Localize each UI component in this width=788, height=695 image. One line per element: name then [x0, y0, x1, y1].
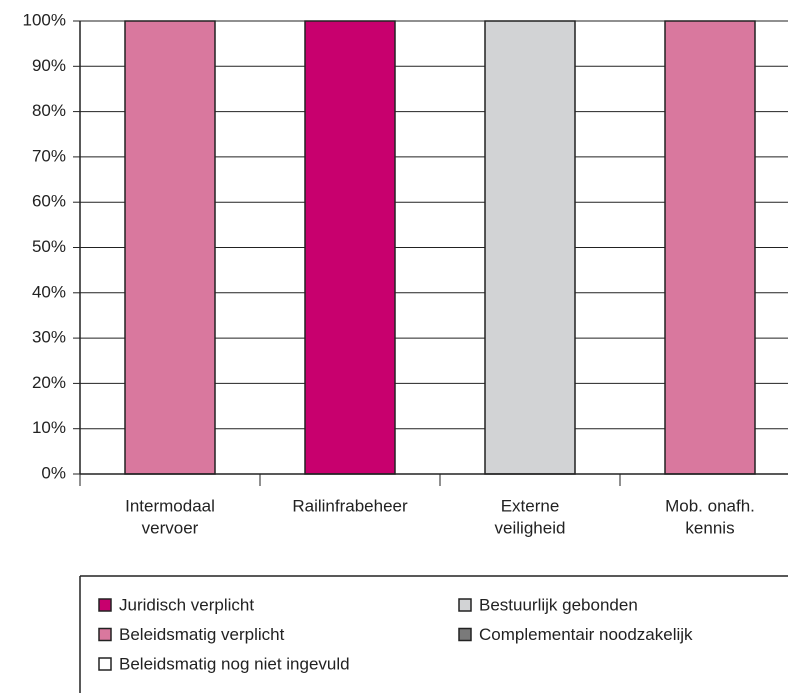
- x-tick-label: veiligheid: [495, 518, 566, 537]
- x-tick-label: Mob. onafh.: [665, 496, 755, 515]
- legend-label: Complementair noodzakelijk: [479, 625, 693, 644]
- legend-swatch: [458, 627, 472, 642]
- bar-segment: [124, 20, 216, 475]
- y-tick-label: 0%: [41, 463, 66, 482]
- legend-swatch: [98, 657, 112, 671]
- x-tick-label: Externe: [501, 496, 560, 515]
- x-tick-label: Railinfrabeheer: [292, 496, 408, 515]
- legend-label: Bestuurlijk gebonden: [479, 595, 638, 614]
- legend-label: Juridisch verplicht: [119, 595, 254, 614]
- bar-segment: [304, 20, 396, 475]
- bar-segment: [484, 20, 576, 475]
- x-tick-label: vervoer: [142, 518, 199, 537]
- y-tick-label: 70%: [32, 146, 66, 165]
- y-tick-label: 30%: [32, 328, 66, 347]
- x-tick-label: kennis: [685, 518, 734, 537]
- y-tick-label: 100%: [23, 10, 66, 29]
- legend-label: Beleidsmatig nog niet ingevuld: [119, 654, 350, 673]
- legend-swatch: [458, 598, 472, 612]
- y-tick-label: 80%: [32, 101, 66, 120]
- legend-swatch: [98, 627, 112, 642]
- y-tick-label: 20%: [32, 373, 66, 392]
- y-tick-label: 50%: [32, 237, 66, 256]
- y-tick-label: 10%: [32, 418, 66, 437]
- legend-swatch: [98, 598, 112, 612]
- bar-segment: [664, 20, 756, 475]
- y-tick-label: 40%: [32, 282, 66, 301]
- y-tick-label: 60%: [32, 192, 66, 211]
- legend-label: Beleidsmatig verplicht: [119, 625, 285, 644]
- x-tick-label: Intermodaal: [125, 496, 215, 515]
- y-tick-label: 90%: [32, 56, 66, 75]
